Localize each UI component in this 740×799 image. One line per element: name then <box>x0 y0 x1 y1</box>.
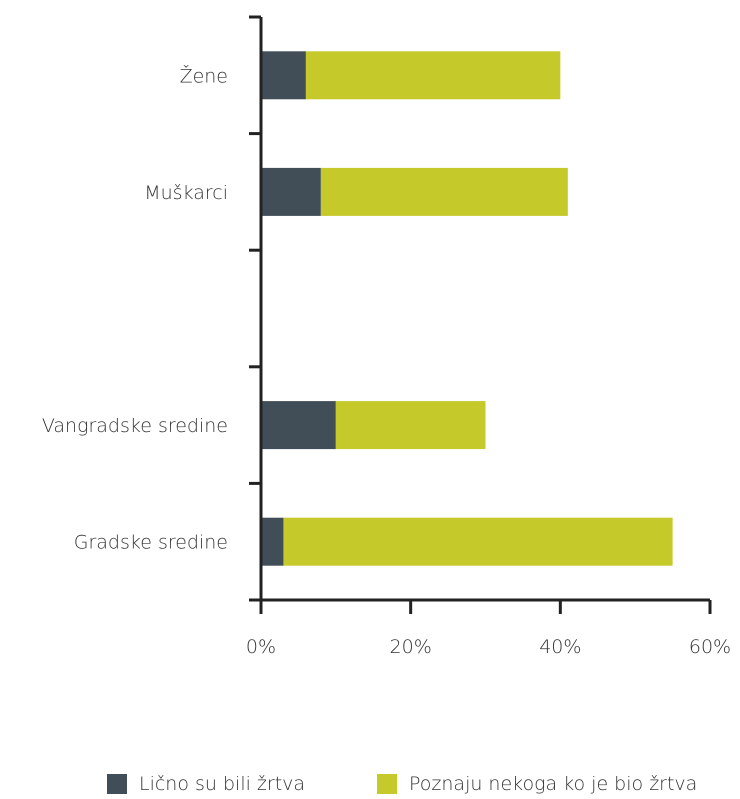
bar-knows-victim-0 <box>305 51 561 100</box>
labels-group: Žene Muškarci Vangradske sredine Gradske sr… <box>42 64 731 658</box>
x-tick-label: 0% <box>246 636 276 658</box>
bars-group <box>261 51 673 566</box>
legend-swatch-knows-victim <box>377 774 397 794</box>
category-label: Gradske sredine <box>74 532 228 554</box>
legend-item-knows-victim: Poznaju nekoga ko je bio žrtva <box>377 773 697 795</box>
axes-group <box>249 15 712 614</box>
legend-label-personal-victim: Lično su bili žrtva <box>139 773 306 795</box>
category-label: Vangradske sredine <box>42 415 228 437</box>
x-tick-label: 60% <box>689 636 731 658</box>
bar-personal-victim-3 <box>261 401 336 450</box>
bar-personal-victim-1 <box>261 167 321 216</box>
x-tick-label: 20% <box>390 636 432 658</box>
category-label: Muškarci <box>144 182 228 204</box>
legend: Lično su bili žrtva Poznaju nekoga ko je… <box>0 773 740 799</box>
legend-swatch-personal-victim <box>107 774 127 794</box>
bar-personal-victim-0 <box>261 51 306 100</box>
stacked-bar-chart: Žene Muškarci Vangradske sredine Gradske sr… <box>42 15 731 658</box>
bar-knows-victim-1 <box>320 167 568 216</box>
category-label: Žene <box>180 64 228 87</box>
bar-knows-victim-4 <box>283 517 673 566</box>
legend-item-personal-victim: Lično su bili žrtva <box>107 773 305 795</box>
x-tick-label: 40% <box>539 636 581 658</box>
bar-knows-victim-3 <box>335 401 486 450</box>
legend-label-knows-victim: Poznaju nekoga ko je bio žrtva <box>409 773 698 795</box>
bar-personal-victim-4 <box>261 517 284 566</box>
